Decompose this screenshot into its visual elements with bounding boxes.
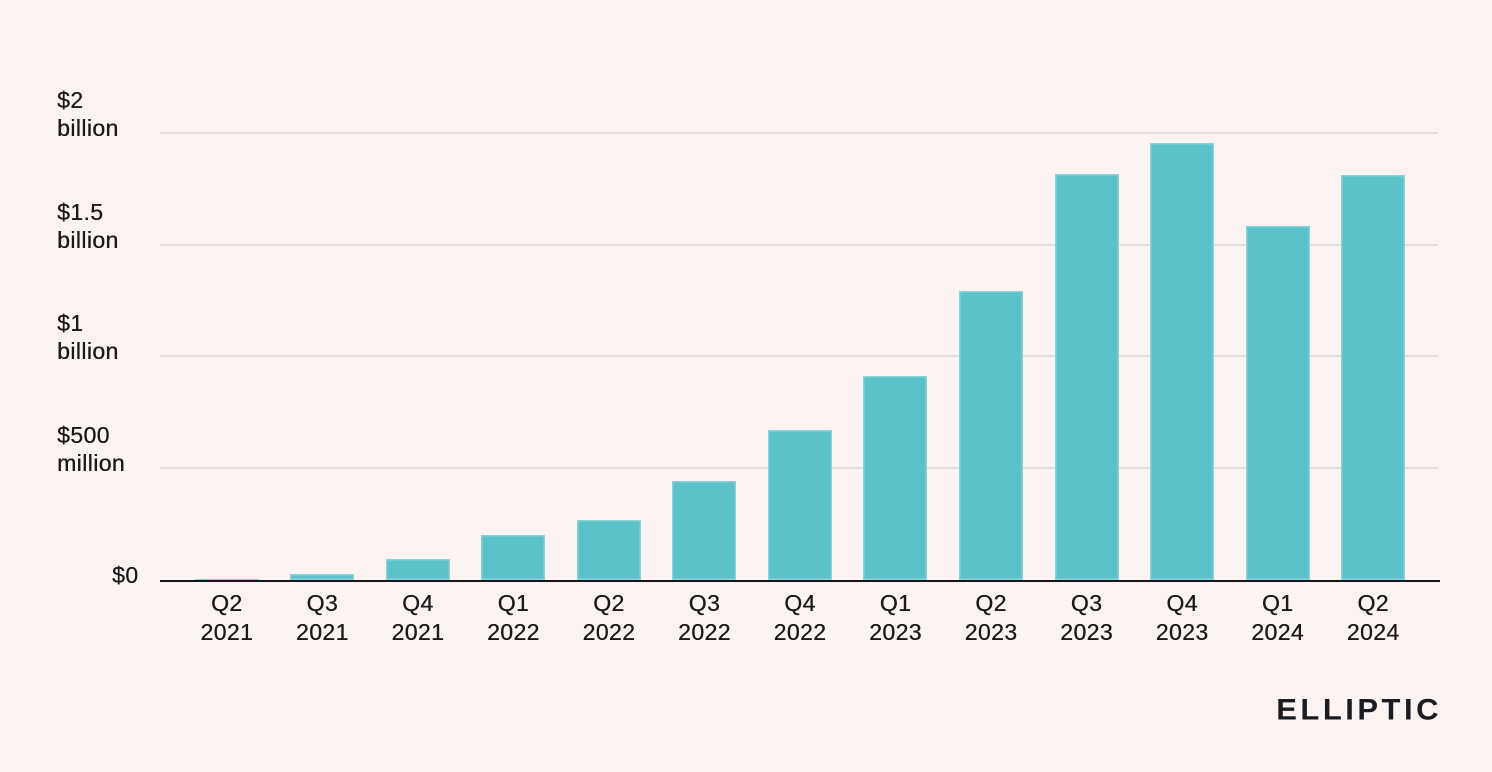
bar-column	[1230, 60, 1326, 580]
bar-column	[943, 60, 1039, 580]
y-tick-line: $500	[57, 421, 110, 448]
bar-q2-2024	[1341, 175, 1406, 580]
x-tick-year: 2023	[1060, 619, 1113, 645]
bar-column	[466, 60, 562, 580]
x-tick-year: 2022	[486, 619, 540, 645]
x-tick-quarter: Q2	[975, 590, 1007, 616]
x-tick-year: 2024	[1251, 619, 1304, 645]
x-tick-label-q4-2022: Q4 2022	[752, 589, 848, 647]
x-tick-quarter: Q4	[402, 590, 434, 616]
x-tick-label-q2-2021: Q2 2021	[179, 589, 275, 647]
elliptic-logo: ELLIPTIC	[1276, 692, 1442, 727]
y-tick-label-2000m: $2 billion	[57, 86, 119, 142]
x-tick-year: 2022	[582, 619, 636, 645]
y-tick-line: billion	[57, 338, 119, 364]
x-tick-year: 2022	[773, 619, 827, 645]
x-tick-quarter: Q2	[593, 590, 625, 616]
x-tick-year: 2024	[1346, 619, 1400, 645]
bar-column	[561, 60, 657, 580]
x-tick-year: 2023	[1155, 619, 1209, 645]
x-tick-quarter: Q1	[1261, 590, 1294, 616]
gridline-1000m	[160, 355, 1438, 357]
bar-q4-2023	[1150, 143, 1215, 580]
x-tick-quarter: Q3	[1070, 590, 1103, 616]
y-tick-label-0m: $0	[112, 561, 138, 589]
bar-column	[1325, 60, 1421, 580]
y-tick-label-1000m: $1 billion	[57, 309, 119, 365]
bar-q2-2021	[194, 579, 259, 580]
bar-column	[370, 60, 466, 580]
bar-column	[752, 60, 848, 580]
x-tick-label-q3-2021: Q3 2021	[275, 589, 371, 647]
y-tick-line: billion	[57, 115, 119, 141]
bar-q3-2022	[672, 480, 737, 580]
x-tick-year: 2021	[200, 619, 254, 645]
x-tick-quarter: Q4	[1166, 590, 1198, 616]
y-tick-line: $1.5	[57, 198, 104, 225]
bar-column	[657, 60, 753, 580]
x-tick-label-q4-2021: Q4 2021	[370, 589, 466, 647]
x-tick-quarter: Q4	[784, 590, 816, 616]
bar-q1-2024	[1245, 225, 1310, 580]
bar-q2-2023	[959, 291, 1024, 580]
x-tick-label-q4-2023: Q4 2023	[1134, 589, 1230, 647]
x-tick-quarter: Q1	[497, 590, 530, 616]
x-tick-label-q2-2024: Q2 2024	[1325, 589, 1421, 647]
x-axis-labels: Q2 2021 Q3 2021 Q4 2021 Q1 2022 Q2 2022 Q3 2022 Q4 20…	[160, 589, 1440, 647]
bar-q1-2022	[481, 534, 546, 580]
gridline-2000m	[160, 132, 1438, 134]
y-tick-label-1500m: $1.5 billion	[57, 198, 119, 254]
x-tick-quarter: Q2	[1357, 590, 1389, 616]
x-tick-year: 2023	[964, 619, 1018, 645]
y-tick-line: $2	[57, 87, 84, 113]
y-tick-line: $0	[112, 562, 139, 588]
x-tick-label-q2-2023: Q2 2023	[943, 589, 1039, 647]
bar-column	[1134, 60, 1230, 580]
y-axis-labels: $2 billion $1.5 billion $1 billion $500 million…	[57, 60, 167, 660]
x-tick-label-q2-2022: Q2 2022	[561, 589, 657, 647]
gridline-1500m	[160, 243, 1438, 246]
x-tick-label-q3-2023: Q3 2023	[1039, 589, 1135, 647]
x-tick-quarter: Q3	[688, 590, 721, 616]
x-tick-label-q3-2022: Q3 2022	[657, 589, 753, 647]
bar-column	[1039, 60, 1135, 580]
x-tick-year: 2021	[295, 619, 349, 645]
bar-q3-2021	[290, 574, 355, 580]
y-tick-line: billion	[57, 226, 119, 253]
bar-column	[275, 60, 371, 580]
bar-q1-2023	[863, 376, 928, 580]
y-tick-label-500m: $500 million	[57, 421, 125, 477]
bar-column	[179, 60, 275, 580]
bars-row	[160, 60, 1440, 580]
x-tick-label-q1-2024: Q1 2024	[1230, 589, 1326, 647]
bar-q2-2022	[576, 520, 641, 580]
y-tick-line: million	[57, 449, 125, 476]
x-tick-quarter: Q1	[879, 590, 912, 616]
x-tick-label-q1-2023: Q1 2023	[848, 589, 944, 647]
x-tick-quarter: Q3	[306, 590, 339, 616]
bar-q4-2022	[767, 429, 832, 580]
y-tick-line: $1	[57, 310, 84, 336]
x-tick-quarter: Q2	[211, 590, 243, 616]
x-tick-year: 2023	[869, 619, 922, 645]
x-tick-year: 2022	[678, 619, 731, 645]
bar-q3-2023	[1054, 173, 1119, 580]
bar-q4-2021	[385, 558, 450, 580]
plot-area	[160, 60, 1440, 582]
x-tick-year: 2021	[391, 619, 445, 645]
x-tick-label-q1-2022: Q1 2022	[466, 589, 562, 647]
bar-column	[848, 60, 944, 580]
